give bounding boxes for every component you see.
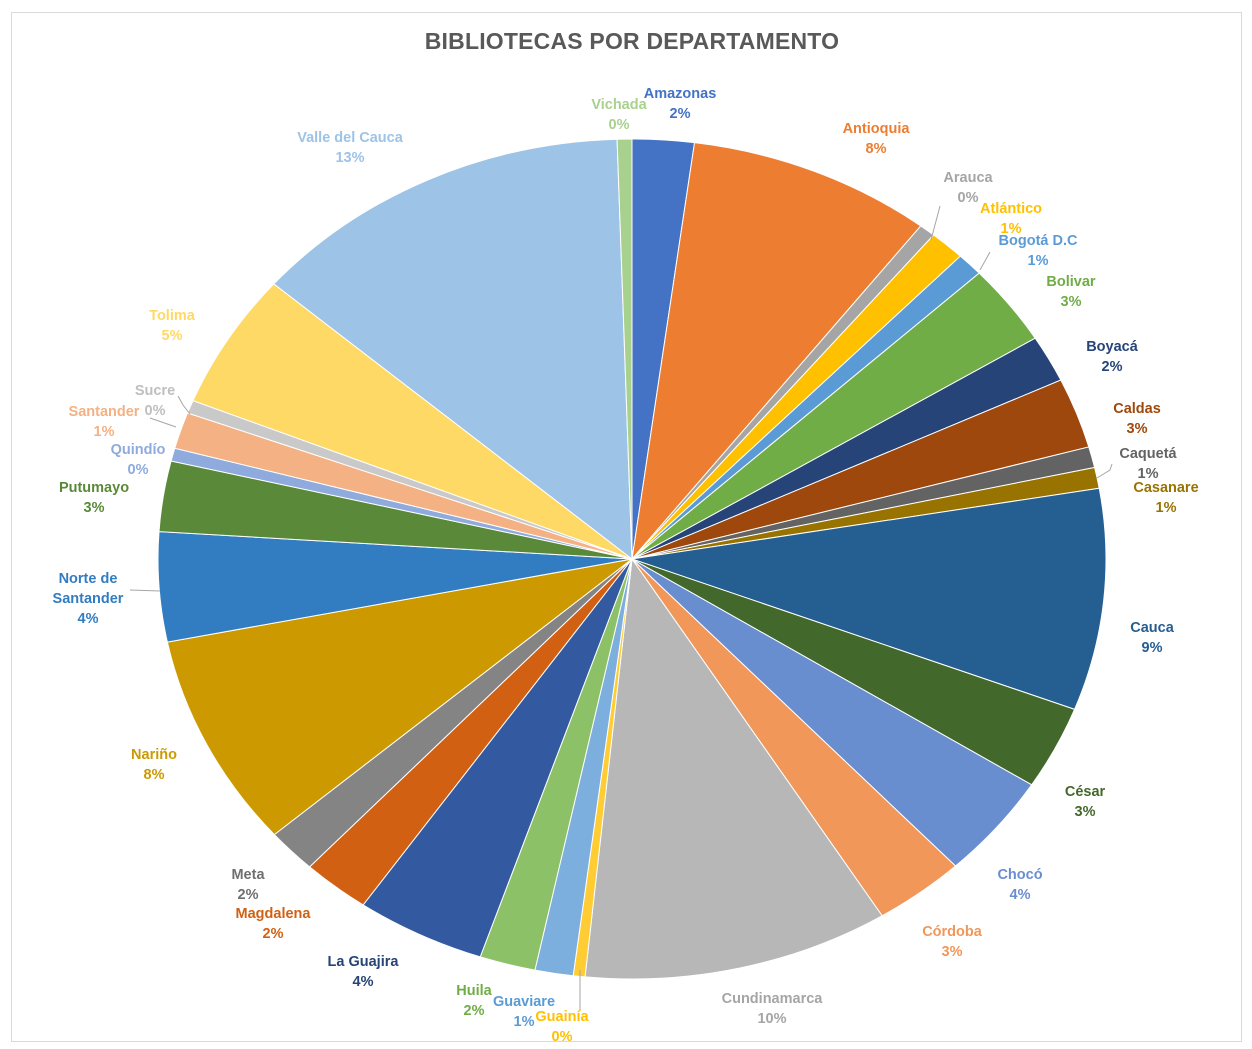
- data-label-la-guajira: La Guajira 4%: [328, 954, 400, 990]
- data-label-c-rdoba: Córdoba 3%: [922, 924, 983, 960]
- pie-slice-cauca: [631, 487, 1107, 710]
- data-label-casanare: Casanare 1%: [1133, 480, 1198, 516]
- leader-line: [1096, 463, 1113, 479]
- data-label-magdalena: Magdalena 2%: [236, 906, 312, 942]
- data-label-guain-a: Guainía 0%: [535, 1009, 589, 1045]
- data-label-c-sar: César 3%: [1065, 784, 1106, 820]
- data-label-guaviare: Guaviare 1%: [493, 994, 555, 1030]
- data-label-huila: Huila 2%: [456, 983, 492, 1019]
- pie-slice-cundinamarca: [584, 557, 883, 980]
- data-label-caldas: Caldas 3%: [1113, 401, 1161, 437]
- pie-slice-tolima: [192, 283, 633, 560]
- leader-lines: [129, 205, 1113, 1010]
- data-label-meta: Meta 2%: [231, 867, 265, 903]
- data-label-bolivar: Bolivar 3%: [1046, 274, 1096, 310]
- leader-line: [149, 417, 177, 428]
- leader-line: [177, 395, 191, 415]
- pie-slice-valle-del-cauca: [273, 138, 633, 561]
- data-label-antioquia: Antioquia 8%: [843, 121, 911, 157]
- data-label-norte-de-santander: Norte de Santander 4%: [53, 571, 124, 627]
- data-label-choc-: Chocó 4%: [997, 867, 1042, 903]
- chart-title: BIBLIOTECAS POR DEPARTAMENTO: [424, 28, 840, 54]
- data-label-valle-del-cauca: Valle del Cauca 13%: [297, 130, 404, 166]
- data-label-nari-o: Nariño 8%: [131, 747, 177, 783]
- data-label-caquet-: Caquetá 1%: [1119, 446, 1177, 482]
- leader-line: [129, 589, 161, 592]
- data-label-boyac-: Boyacá 2%: [1086, 339, 1139, 375]
- data-label-arauca: Arauca 0%: [943, 170, 993, 206]
- pie-slice-nari-o: [166, 558, 633, 836]
- data-label-putumayo: Putumayo 3%: [59, 480, 129, 516]
- data-label-cauca: Cauca 9%: [1130, 620, 1174, 656]
- data-labels: Amazonas 2% Antioquia 8% Arauca 0%Atlántico 1%…: [53, 86, 1199, 1045]
- data-label-tolima: Tolima 5%: [149, 308, 196, 344]
- pie-slices: [157, 138, 1107, 980]
- data-label-vichada: Vichada 0%: [591, 97, 647, 133]
- data-label-santander: Santander 1%: [69, 404, 140, 440]
- data-label-bogot-d-c: Bogotá D.C 1%: [999, 233, 1078, 269]
- leader-line: [930, 205, 941, 241]
- leader-line: [979, 251, 991, 271]
- data-label-amazonas: Amazonas 2%: [644, 86, 717, 122]
- data-label-cundinamarca: Cundinamarca 10%: [722, 991, 824, 1027]
- data-label-atl-ntico: Atlántico 1%: [980, 201, 1042, 237]
- data-label-sucre: Sucre 0%: [135, 383, 175, 419]
- data-label-quind-o: Quindío 0%: [111, 442, 166, 478]
- pie-slice-vichada: [616, 138, 633, 560]
- pie-slice-antioquia: [631, 142, 922, 561]
